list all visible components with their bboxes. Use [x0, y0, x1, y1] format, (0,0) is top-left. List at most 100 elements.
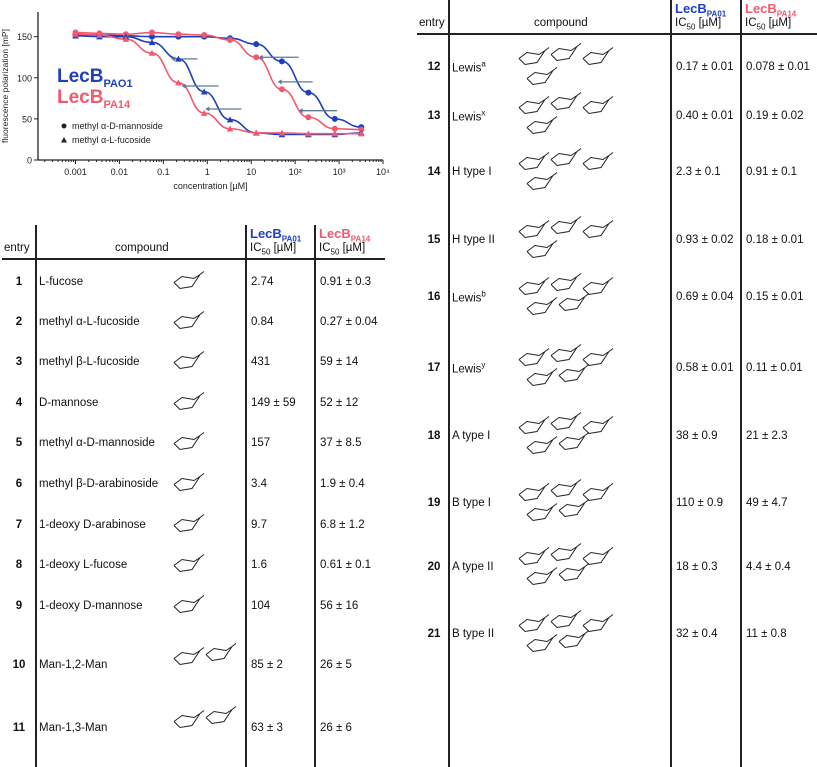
header-ic50-pa14: IC50 [µM] — [319, 242, 366, 257]
x-axis-label: concentration [µM] — [173, 181, 247, 191]
entry-number: 2 — [15, 316, 23, 328]
structure-drawing — [515, 412, 621, 461]
compound-name: D-mannose — [39, 397, 99, 409]
x-tick-label: 10 — [246, 167, 256, 177]
header-compound: compound — [534, 17, 588, 29]
ic50-pa01: 0.69 ± 0.04 — [676, 291, 734, 303]
ic50-pa01: 0.93 ± 0.02 — [676, 234, 734, 246]
ic50-pa01: 63 ± 3 — [251, 722, 283, 734]
structure-drawing — [170, 347, 212, 378]
y-tick-label: 0 — [27, 156, 32, 166]
entry-number: 15 — [427, 234, 441, 246]
data-point — [305, 114, 312, 121]
x-tick-label: 1 — [205, 167, 210, 177]
data-point — [278, 58, 285, 65]
structure-drawing — [515, 273, 621, 322]
data-point — [278, 129, 286, 136]
ic50-pa01: 18 ± 0.3 — [676, 561, 718, 573]
compound-name: B type I — [452, 497, 491, 509]
column-divider — [35, 225, 37, 767]
column-divider — [448, 0, 450, 767]
entry-number: 5 — [15, 437, 23, 449]
data-point — [200, 109, 208, 116]
ic50-pa01: 110 ± 0.9 — [676, 497, 724, 509]
compound-name: L-fucose — [39, 276, 84, 288]
entry-number: 9 — [15, 600, 23, 612]
ic50-pa14: 6.8 ± 1.2 — [320, 519, 365, 531]
ic50-pa14: 4.4 ± 0.4 — [746, 561, 791, 573]
arrowhead-icon — [205, 106, 210, 112]
data-point — [253, 54, 260, 61]
data-point — [148, 33, 155, 40]
structure-drawing — [515, 610, 621, 659]
shift-arrows — [171, 54, 338, 114]
header-lecb-pa14: LecBPA14 — [319, 226, 371, 244]
entry-number: 17 — [427, 362, 441, 374]
data-point — [331, 115, 338, 122]
header-divider — [417, 33, 817, 35]
ic50-pa14: 52 ± 12 — [320, 397, 359, 409]
data-point — [148, 49, 156, 56]
data-point — [252, 129, 260, 136]
structure-drawing — [515, 43, 621, 92]
ic50-pa01: 2.3 ± 0.1 — [676, 166, 721, 178]
structure-drawing — [170, 428, 212, 459]
ic50-pa01: 431 — [251, 356, 271, 368]
structure-drawing — [170, 267, 212, 298]
entry-number: 13 — [427, 110, 441, 122]
ic50-pa14: 0.18 ± 0.01 — [746, 234, 804, 246]
ic50-pa01: 0.17 ± 0.01 — [676, 61, 734, 73]
header-ic50-pa14: IC50 [µM] — [745, 17, 792, 32]
ic50-pa14: 59 ± 14 — [320, 356, 359, 368]
column-divider — [670, 0, 672, 767]
compound-name: methyl α-L-fucoside — [39, 316, 140, 328]
x-tick-label: 10² — [289, 167, 302, 177]
y-tick-label: 150 — [17, 32, 32, 42]
ic50-pa14: 0.91 ± 0.1 — [746, 166, 798, 178]
entry-number: 18 — [427, 430, 441, 442]
structure-drawing — [170, 388, 212, 419]
entry-number: 16 — [427, 291, 441, 303]
data-point — [175, 31, 182, 38]
ic50-pa01: 38 ± 0.9 — [676, 430, 718, 442]
header-entry: entry — [4, 242, 30, 254]
legend-lectin: LecBPAO1 — [57, 66, 133, 90]
ic50-pa14: 0.078 ± 0.01 — [746, 61, 810, 73]
data-point — [175, 55, 182, 62]
entry-number: 3 — [15, 356, 23, 368]
header-compound: compound — [115, 242, 169, 254]
ic50-pa14: 0.11 ± 0.01 — [746, 362, 803, 374]
structure-drawing — [170, 643, 244, 688]
entry-number: 11 — [12, 722, 26, 734]
column-divider — [245, 225, 247, 767]
ic50-pa01: 2.74 — [251, 276, 274, 288]
compound-name: H type I — [452, 166, 492, 178]
ic50-pa14: 26 ± 5 — [320, 659, 352, 671]
structure-drawing — [515, 344, 621, 393]
legend-triangle-icon — [61, 137, 67, 143]
data-point — [226, 116, 234, 123]
header-ic50-pa01: IC50 [µM] — [250, 242, 297, 257]
compound-name: methyl β-D-arabinoside — [39, 478, 159, 490]
data-point — [72, 30, 79, 37]
x-tick-label: 10⁴ — [376, 167, 390, 177]
data-point — [201, 32, 208, 39]
ic50-pa14: 0.15 ± 0.01 — [746, 291, 804, 303]
compound-name: H type II — [452, 234, 495, 246]
arrowhead-icon — [298, 108, 303, 114]
ic50-pa14: 21 ± 2.3 — [746, 430, 788, 442]
legend-label: methyl α-D-mannoside — [72, 121, 163, 131]
data-point — [305, 130, 312, 137]
ic50-pa01: 104 — [251, 600, 271, 612]
compound-name: Man-1,3-Man — [39, 722, 108, 734]
ic50-pa01: 1.6 — [251, 559, 267, 571]
ic50-pa01: 0.84 — [251, 316, 274, 328]
header-lecb-pa01: LecBPA01 — [250, 226, 302, 244]
compound-name: A type II — [452, 561, 494, 573]
compound-name: 1-deoxy D-mannose — [39, 600, 143, 612]
arrowhead-icon — [258, 54, 263, 60]
x-tick-label: 10³ — [333, 167, 346, 177]
structure-drawing — [170, 510, 212, 541]
structure-drawing — [515, 216, 621, 265]
ic50-pa01: 85 ± 2 — [251, 659, 283, 671]
